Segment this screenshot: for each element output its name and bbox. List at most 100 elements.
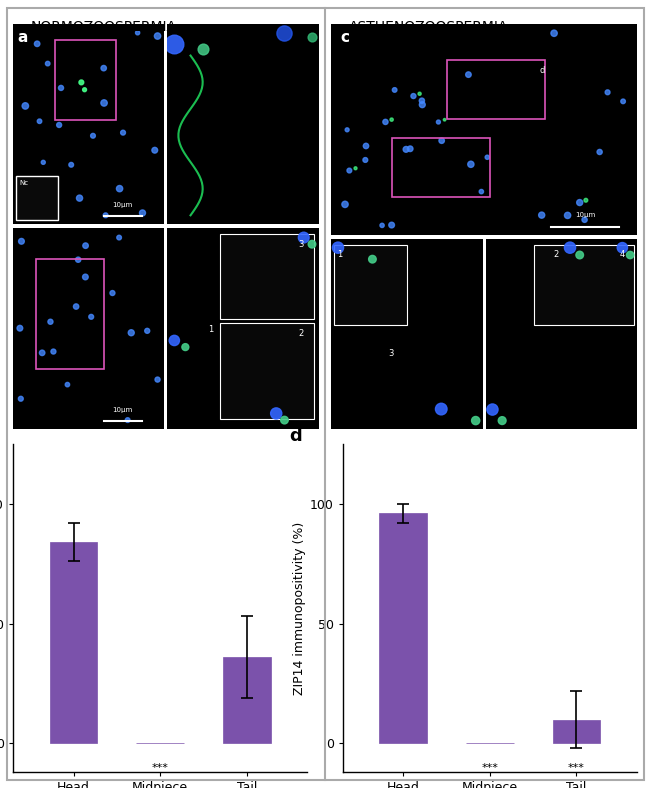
Point xyxy=(344,164,354,177)
Point xyxy=(488,403,498,416)
Point xyxy=(471,414,481,427)
Point xyxy=(37,347,47,359)
Point xyxy=(436,403,447,415)
Text: d: d xyxy=(290,427,302,445)
Point xyxy=(169,334,179,347)
Point xyxy=(333,241,343,254)
Text: 1: 1 xyxy=(337,251,343,259)
Point xyxy=(618,95,629,108)
Point xyxy=(562,209,573,221)
Point xyxy=(118,126,128,139)
Point xyxy=(88,129,98,142)
Text: 2: 2 xyxy=(554,251,559,259)
Point xyxy=(198,43,208,55)
Point xyxy=(350,162,361,175)
Point xyxy=(536,209,547,221)
Point xyxy=(180,340,190,353)
Point xyxy=(401,143,411,156)
Point xyxy=(387,113,397,126)
Point xyxy=(122,414,133,426)
Bar xyxy=(50,542,98,744)
Point xyxy=(482,151,493,164)
Point xyxy=(62,378,73,391)
Point xyxy=(361,139,371,152)
Point xyxy=(81,240,91,252)
Point xyxy=(169,38,179,50)
Point xyxy=(71,300,81,313)
Point xyxy=(340,198,350,210)
Text: NORMOZOOSPERMIA: NORMOZOOSPERMIA xyxy=(31,20,177,34)
Point xyxy=(86,310,96,323)
Bar xyxy=(55,39,116,120)
Point xyxy=(415,87,425,100)
Point xyxy=(34,115,45,128)
Bar xyxy=(36,258,104,369)
Point xyxy=(497,414,508,427)
Point xyxy=(465,158,476,170)
Bar xyxy=(334,245,407,325)
Point xyxy=(439,113,450,126)
Point xyxy=(107,287,118,299)
Point xyxy=(32,38,42,50)
Point xyxy=(617,241,627,254)
Point xyxy=(34,177,45,189)
Point xyxy=(15,322,25,334)
Point xyxy=(38,196,49,209)
Point xyxy=(46,315,56,328)
Text: 10μm: 10μm xyxy=(112,407,133,413)
Bar xyxy=(380,514,427,744)
Point xyxy=(280,414,290,426)
Bar xyxy=(220,323,315,419)
Point xyxy=(405,143,415,155)
Point xyxy=(99,61,109,74)
Point xyxy=(278,27,289,39)
Point xyxy=(549,27,559,39)
Bar xyxy=(223,657,270,744)
Point xyxy=(99,97,109,110)
Point xyxy=(73,254,83,266)
Point xyxy=(389,84,400,96)
Point xyxy=(367,253,378,266)
Text: 1: 1 xyxy=(207,325,213,334)
Text: 10μm: 10μm xyxy=(575,212,595,218)
Point xyxy=(126,326,136,339)
Bar xyxy=(447,60,545,119)
Point xyxy=(150,144,160,157)
Point xyxy=(152,374,162,386)
Point xyxy=(625,249,635,262)
Text: ***: *** xyxy=(482,763,499,773)
Point xyxy=(408,90,419,102)
Bar xyxy=(552,719,600,744)
Point xyxy=(15,203,25,216)
Point xyxy=(100,209,110,221)
Point xyxy=(377,219,387,232)
Y-axis label: ZIP14 immunopositivity (%): ZIP14 immunopositivity (%) xyxy=(292,522,306,695)
Point xyxy=(595,146,605,158)
Text: 10μm: 10μm xyxy=(112,203,133,208)
Point xyxy=(298,231,309,243)
Point xyxy=(387,219,397,232)
Bar xyxy=(16,177,58,221)
Bar xyxy=(534,245,634,325)
Point xyxy=(54,119,64,132)
Point xyxy=(433,116,443,128)
Point xyxy=(76,76,86,89)
Point xyxy=(48,345,58,358)
Point xyxy=(137,206,148,219)
Point xyxy=(133,27,143,39)
Bar xyxy=(220,235,315,319)
Point xyxy=(307,31,317,43)
Text: d: d xyxy=(539,66,545,75)
Text: ***: *** xyxy=(568,763,585,773)
Point xyxy=(142,325,152,337)
Text: 4: 4 xyxy=(619,251,625,259)
Point xyxy=(66,158,77,171)
Point xyxy=(380,116,391,128)
Point xyxy=(580,194,591,206)
Text: c: c xyxy=(341,30,349,45)
Point xyxy=(417,98,428,111)
Text: a: a xyxy=(18,30,28,45)
Point xyxy=(74,191,85,204)
Point xyxy=(114,231,124,243)
Point xyxy=(114,182,125,195)
